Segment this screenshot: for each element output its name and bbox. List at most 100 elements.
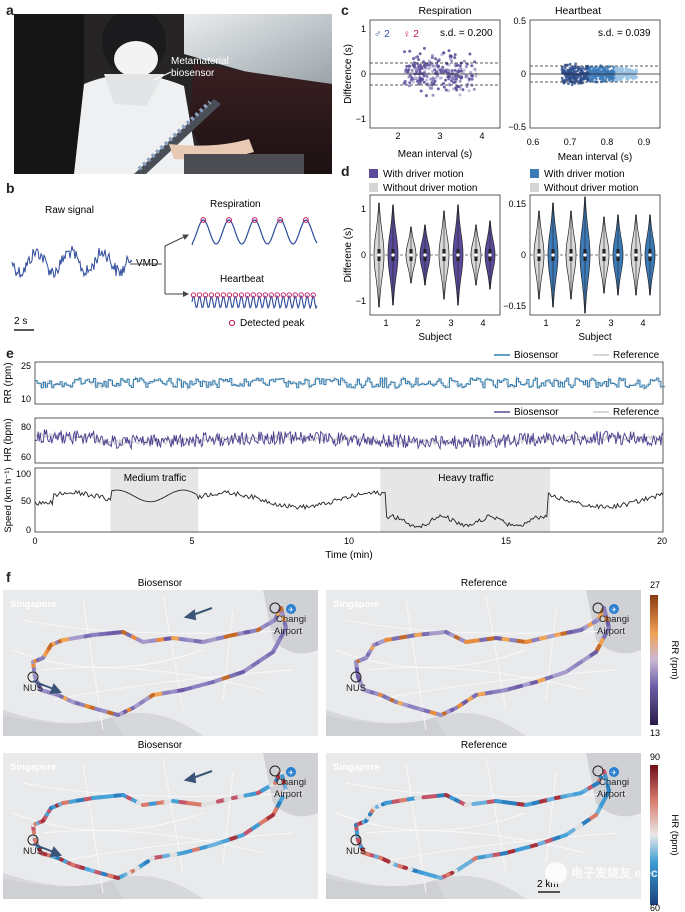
rr-cbar-max: 27	[650, 580, 660, 590]
hr-biosensor-line	[34, 429, 664, 451]
heart-point	[583, 72, 587, 75]
svg-text:✈: ✈	[611, 770, 617, 777]
resp-point	[447, 89, 450, 93]
heart-point	[594, 65, 598, 69]
heart-xtick-07: 0.7	[564, 137, 577, 147]
resp-point	[430, 86, 434, 90]
resp-point	[447, 63, 451, 67]
heart-point	[631, 72, 634, 75]
map2-singapore: Singapore	[333, 599, 379, 610]
resp-xtick-2: 2	[395, 131, 400, 141]
male-legend: ♂ 2	[374, 29, 390, 40]
resp-point	[414, 76, 418, 80]
heart-ytick-0: 0	[521, 69, 526, 79]
resp-point	[433, 68, 437, 72]
heart-point	[562, 79, 566, 83]
speed-ylabel: Speed (km h⁻¹)	[3, 467, 14, 532]
rr-ytick-10: 10	[21, 394, 31, 404]
resp-point	[467, 77, 471, 81]
resp-point	[454, 77, 458, 81]
heart-point	[590, 75, 594, 78]
resp-point	[417, 58, 421, 62]
resp-point	[431, 80, 435, 84]
resp-point	[404, 68, 408, 72]
hr-cbar-label: HR (bpm)	[669, 814, 680, 855]
rr-legend-ref: Reference	[613, 350, 660, 361]
map3-nus: NUS	[23, 846, 43, 857]
resp-point	[469, 70, 473, 74]
panel-label-b: b	[6, 180, 15, 196]
resp-ytick-0: 0	[361, 69, 366, 79]
heartbeat-peaks	[190, 292, 316, 298]
respiration-peak	[303, 217, 309, 223]
heart-point	[560, 68, 564, 72]
resp-point	[423, 64, 427, 68]
map-rr-reference	[325, 589, 642, 737]
resp-point	[431, 70, 435, 74]
resp-point	[453, 56, 457, 60]
route-segment	[33, 838, 39, 846]
heart-point	[615, 79, 619, 82]
heart-point	[616, 69, 619, 73]
resp-point	[410, 68, 414, 72]
resp-point	[403, 50, 406, 54]
resp-point	[431, 93, 435, 97]
d2-xtick-1: 1	[543, 318, 548, 328]
heartbeat-peak	[220, 292, 227, 298]
resp-point	[474, 74, 478, 78]
resp-scatter-title: Respiration	[418, 5, 471, 17]
panel-d: With driver motion Without driver motion…	[343, 169, 661, 343]
hr-cbar-max: 90	[650, 752, 660, 762]
resp-point	[406, 70, 410, 74]
respiration-peak	[251, 217, 258, 223]
d2-legend-with-swatch	[530, 169, 539, 178]
heart-point	[566, 70, 570, 74]
d1-violins	[373, 202, 496, 308]
heart-point	[599, 70, 602, 73]
heart-point	[594, 70, 597, 74]
resp-point	[436, 59, 440, 63]
heart-point	[574, 62, 578, 66]
map2-airport: Airport	[597, 626, 625, 637]
heart-point	[610, 72, 613, 75]
d2-legend-with: With driver motion	[544, 169, 625, 180]
resp-point	[412, 61, 416, 65]
time-xtick-10: 10	[344, 536, 354, 546]
resp-point	[425, 74, 429, 77]
heartbeat-peak	[214, 292, 221, 298]
resp-point	[464, 75, 468, 79]
hr-legend-ref: Reference	[613, 407, 660, 418]
resp-xtick-3: 3	[437, 131, 442, 141]
heartbeat-peak	[256, 292, 262, 298]
resp-point	[459, 87, 463, 91]
resp-point	[464, 65, 468, 69]
d1-xtick-3: 3	[448, 318, 453, 328]
d1-xlabel: Subject	[418, 332, 452, 343]
d2-legend-without-swatch	[530, 183, 539, 192]
resp-point	[440, 67, 444, 71]
resp-point	[450, 69, 454, 73]
heart-xtick-06: 0.6	[527, 137, 540, 147]
map4-nus: NUS	[346, 846, 366, 857]
resp-point	[432, 77, 436, 81]
resp-point	[422, 80, 426, 84]
resp-point	[458, 93, 462, 97]
heart-point	[590, 77, 594, 81]
speed-line	[34, 489, 664, 529]
resp-point	[425, 63, 429, 67]
heart-point	[599, 66, 603, 69]
resp-point	[416, 79, 419, 83]
resp-point	[444, 78, 448, 82]
heavy-traffic-label: Heavy traffic	[438, 473, 493, 484]
d2-xtick-2: 2	[575, 318, 580, 328]
hr-ytick-80: 80	[21, 422, 31, 432]
speed-ytick-50: 50	[21, 496, 31, 506]
resp-sd: s.d. = 0.200	[440, 28, 493, 39]
resp-point	[418, 52, 422, 56]
map1-airport: Airport	[274, 626, 302, 637]
medium-traffic-band	[110, 468, 199, 532]
resp-point	[470, 64, 474, 68]
heart-point	[610, 69, 613, 73]
resp-point	[439, 70, 443, 74]
resp-point	[420, 78, 424, 82]
